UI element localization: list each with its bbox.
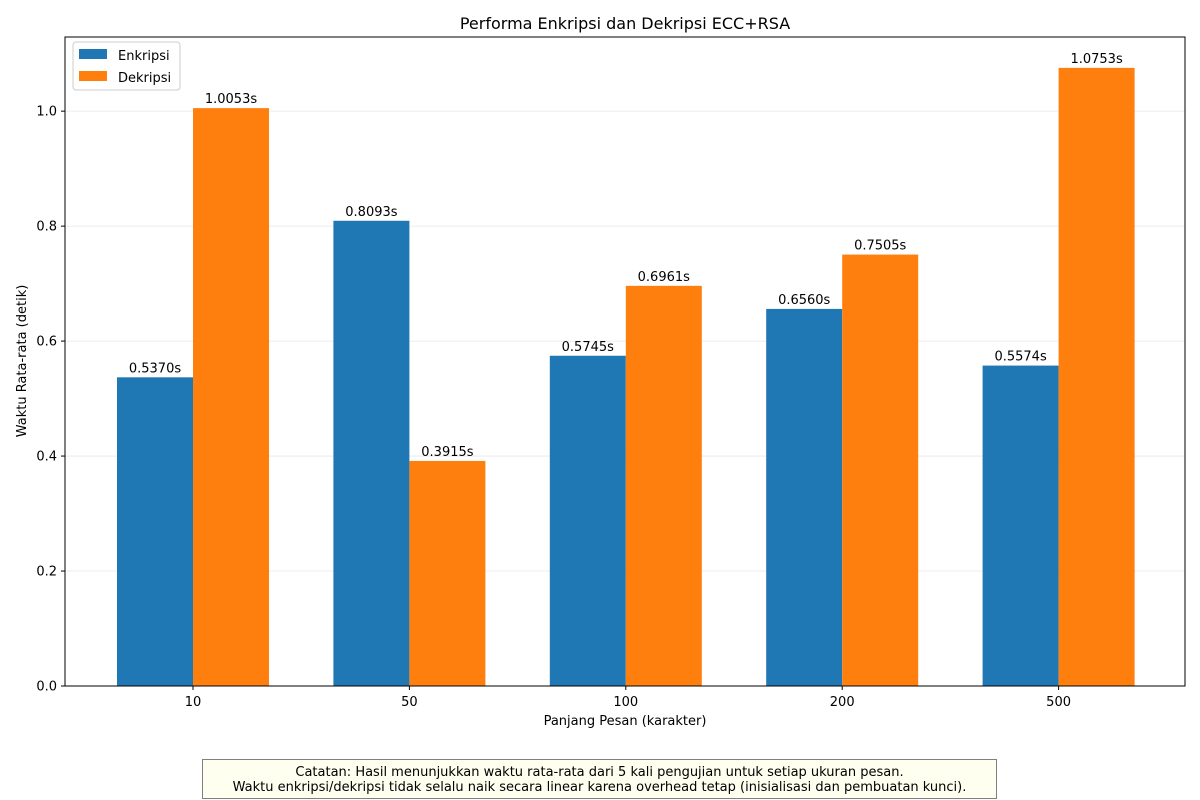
bar-value-label: 0.3915s: [421, 445, 473, 460]
y-tick-label: 0.0: [36, 680, 57, 695]
x-tick-label: 500: [1046, 695, 1071, 710]
bar-enkripsi-10: [117, 377, 193, 686]
bar-enkripsi-100: [549, 355, 626, 686]
bar-value-label: 0.6560s: [778, 293, 830, 308]
bar-value-label: 0.5574s: [994, 350, 1046, 365]
bar-dekripsi-500: [1058, 67, 1135, 686]
plot-area-frame: [64, 36, 1186, 687]
bar-value-label: 0.7505s: [854, 239, 906, 254]
bar-value-label: 0.5745s: [562, 340, 614, 355]
bar-value-label: 1.0753s: [1070, 52, 1122, 67]
y-axis-ticks: 0.0 0.2 0.4 0.6 0.8 1.0: [36, 105, 65, 695]
y-tick-label: 0.4: [36, 450, 57, 465]
y-tick-label: 0.6: [36, 335, 57, 350]
y-tick-label: 0.2: [36, 565, 57, 580]
y-tick-label: 1.0: [36, 105, 57, 120]
bar-enkripsi-50: [333, 220, 410, 686]
bar-value-label: 0.8093s: [345, 205, 397, 220]
legend: Enkripsi Dekripsi: [72, 41, 181, 91]
bar-enkripsi-200: [766, 308, 843, 686]
y-tick-label: 0.8: [36, 220, 57, 235]
note-line-1: Catatan: Hasil menunjukkan waktu rata-ra…: [295, 765, 904, 780]
bars: [117, 67, 1135, 686]
x-axis-ticks: 10 50 100 200 500: [185, 686, 1071, 710]
y-axis-label: Waktu Rata-rata (detik): [15, 285, 30, 438]
note-line-2: Waktu enkripsi/dekripsi tidak selalu nai…: [232, 780, 967, 795]
x-tick-label: 100: [613, 695, 638, 710]
legend-label-enkripsi: Enkripsi: [118, 49, 170, 64]
bar-dekripsi-50: [409, 460, 486, 686]
x-tick-label: 200: [830, 695, 855, 710]
bar-value-labels: 0.5370s 1.0053s 0.8093s 0.3915s 0.5745s 0.696…: [129, 52, 1123, 460]
bar-dekripsi-100: [625, 285, 702, 686]
chart-title: Performa Enkripsi dan Dekripsi ECC+RSA: [460, 14, 790, 33]
bar-enkripsi-500: [982, 365, 1059, 686]
note-box: Catatan: Hasil menunjukkan waktu rata-ra…: [202, 759, 997, 799]
bar-dekripsi-10: [193, 108, 269, 686]
legend-swatch-enkripsi: [79, 49, 107, 59]
x-tick-label: 50: [401, 695, 418, 710]
bar-dekripsi-200: [842, 254, 919, 686]
legend-swatch-dekripsi: [79, 71, 107, 81]
x-tick-label: 10: [185, 695, 202, 710]
bar-value-label: 0.6961s: [638, 270, 690, 285]
x-axis-label: Panjang Pesan (karakter): [544, 714, 707, 729]
legend-label-dekripsi: Dekripsi: [118, 71, 171, 86]
bar-value-label: 0.5370s: [129, 361, 181, 376]
bar-value-label: 1.0053s: [205, 92, 257, 107]
